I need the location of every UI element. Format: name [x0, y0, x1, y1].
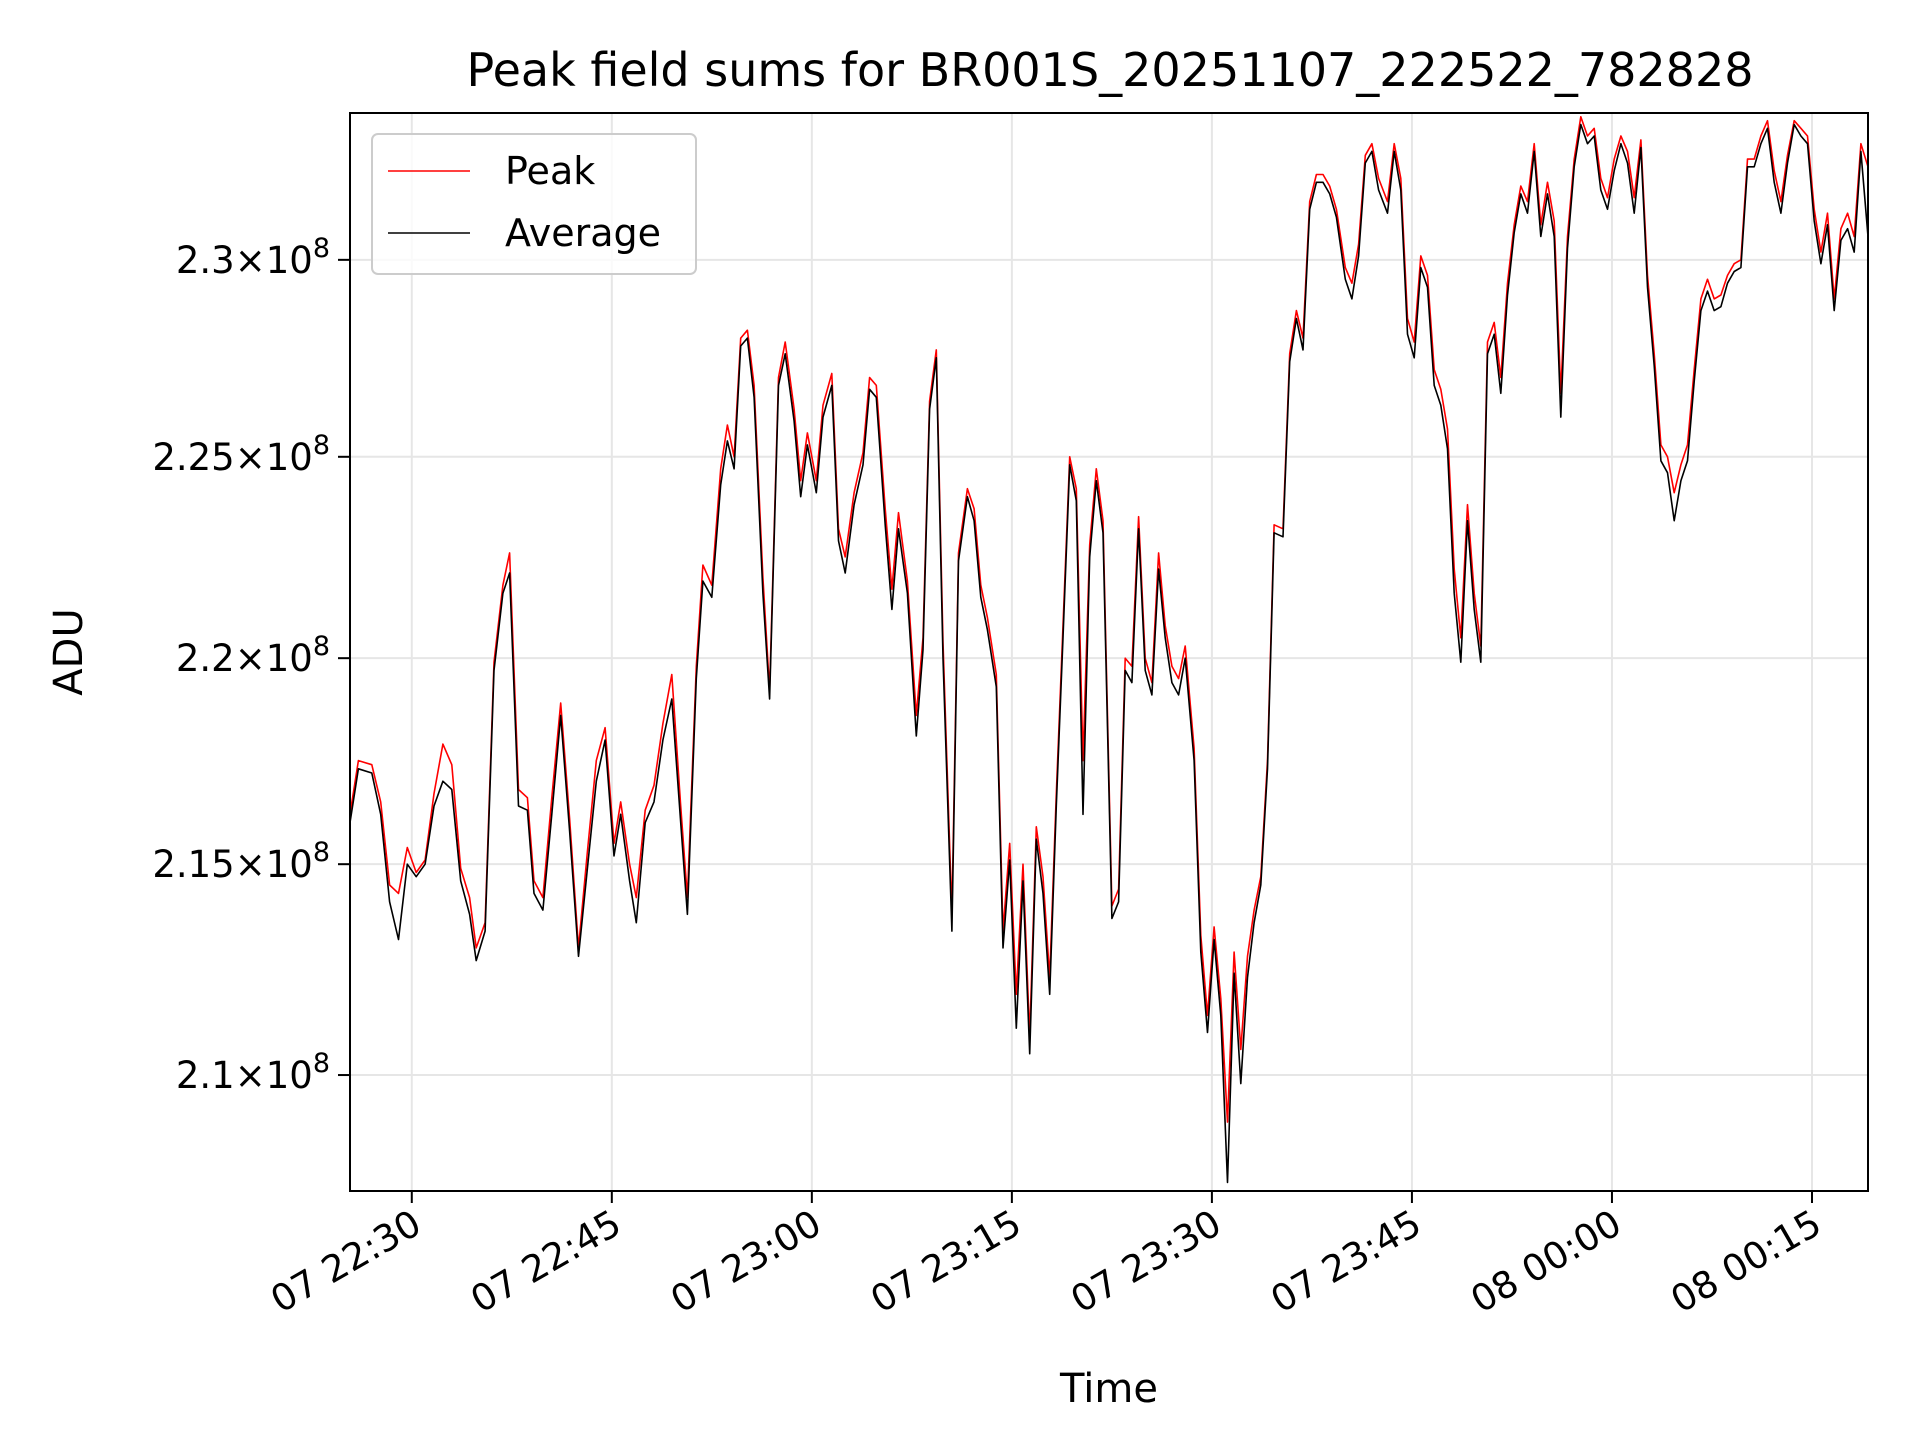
y-tick-label: 2.15×108: [152, 837, 330, 886]
y-tick-label: 2.1×108: [176, 1048, 330, 1097]
legend-box: [371, 133, 697, 275]
plot-frame: [349, 112, 1869, 1192]
x-axis-label: Time: [1059, 1366, 1158, 1412]
series-line-peak: [349, 116, 1869, 1123]
y-axis: 2.1×108 2.15×108 2.2×108 2.25×108 2.3×108: [152, 233, 350, 1097]
series-layer: [349, 116, 1869, 1184]
y-tick-label: 2.3×108: [176, 233, 330, 282]
legend: Peak Average: [371, 133, 697, 275]
y-axis-label: ADU: [46, 608, 92, 695]
legend-label-peak: Peak: [505, 149, 595, 193]
chart-title: Peak field sums for BR001S_20251107_2225…: [467, 43, 1754, 97]
series-line-average: [349, 123, 1869, 1184]
grid: [350, 113, 1868, 1191]
y-tick-label: 2.25×108: [152, 430, 330, 479]
y-tick-label: 2.2×108: [176, 631, 330, 680]
legend-label-average: Average: [505, 211, 661, 255]
